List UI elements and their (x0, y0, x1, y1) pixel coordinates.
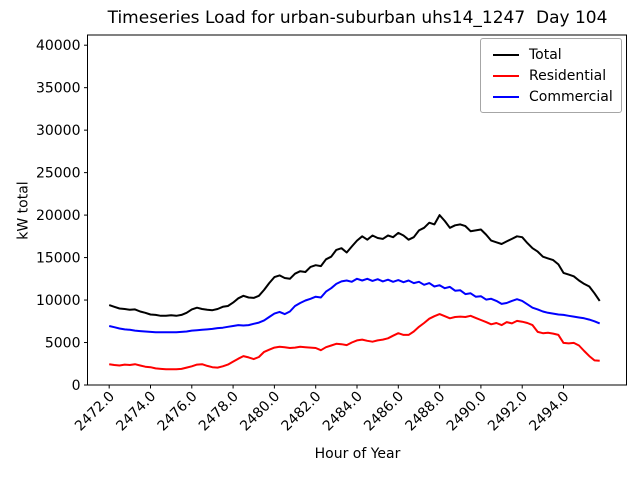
y-tick-label: 15000 (36, 251, 81, 267)
x-axis-label: Hour of Year (314, 446, 401, 462)
legend-item-commercial: Commercial (489, 87, 613, 107)
legend-item-residential: Residential (489, 66, 613, 86)
x-tick-label: 2478.0 (196, 389, 242, 435)
legend-line-sample-residential (493, 74, 519, 77)
legend-line-sample-total (493, 53, 519, 56)
series-line-commercial (108, 277, 601, 334)
x-tick-label: 2484.0 (320, 389, 366, 435)
legend-label: Total (529, 46, 562, 63)
y-tick-label: 0 (72, 378, 81, 394)
y-tick-label: 5000 (45, 336, 81, 352)
series-line-total (108, 214, 601, 317)
y-tick-label: 35000 (36, 81, 81, 97)
y-tick-label: 25000 (36, 166, 81, 182)
legend: Total Residential Commercial (480, 38, 622, 113)
y-tick-label: 10000 (36, 293, 81, 309)
x-tick-label: 2492.0 (485, 389, 531, 435)
legend-label: Residential (529, 67, 607, 84)
x-tick-label: 2480.0 (237, 389, 283, 435)
chart-title: Timeseries Load for urban-suburban uhs14… (107, 8, 608, 28)
x-tick-label: 2482.0 (279, 389, 325, 435)
x-tick-label: 2488.0 (402, 389, 448, 435)
legend-label: Commercial (529, 88, 613, 105)
x-tick-label: 2472.0 (72, 389, 118, 435)
series-line-residential (109, 313, 600, 371)
x-tick-label: 2494.0 (526, 389, 572, 435)
y-tick-label: 20000 (36, 208, 81, 224)
legend-item-total: Total (489, 45, 613, 65)
x-tick-label: 2486.0 (361, 389, 407, 435)
x-tick-label: 2474.0 (113, 389, 159, 435)
y-tick-label: 40000 (36, 38, 81, 54)
legend-line-sample-commercial (493, 95, 519, 98)
y-tick-label: 30000 (36, 123, 81, 139)
x-tick-label: 2476.0 (155, 389, 201, 435)
x-tick-label: 2490.0 (444, 389, 490, 435)
